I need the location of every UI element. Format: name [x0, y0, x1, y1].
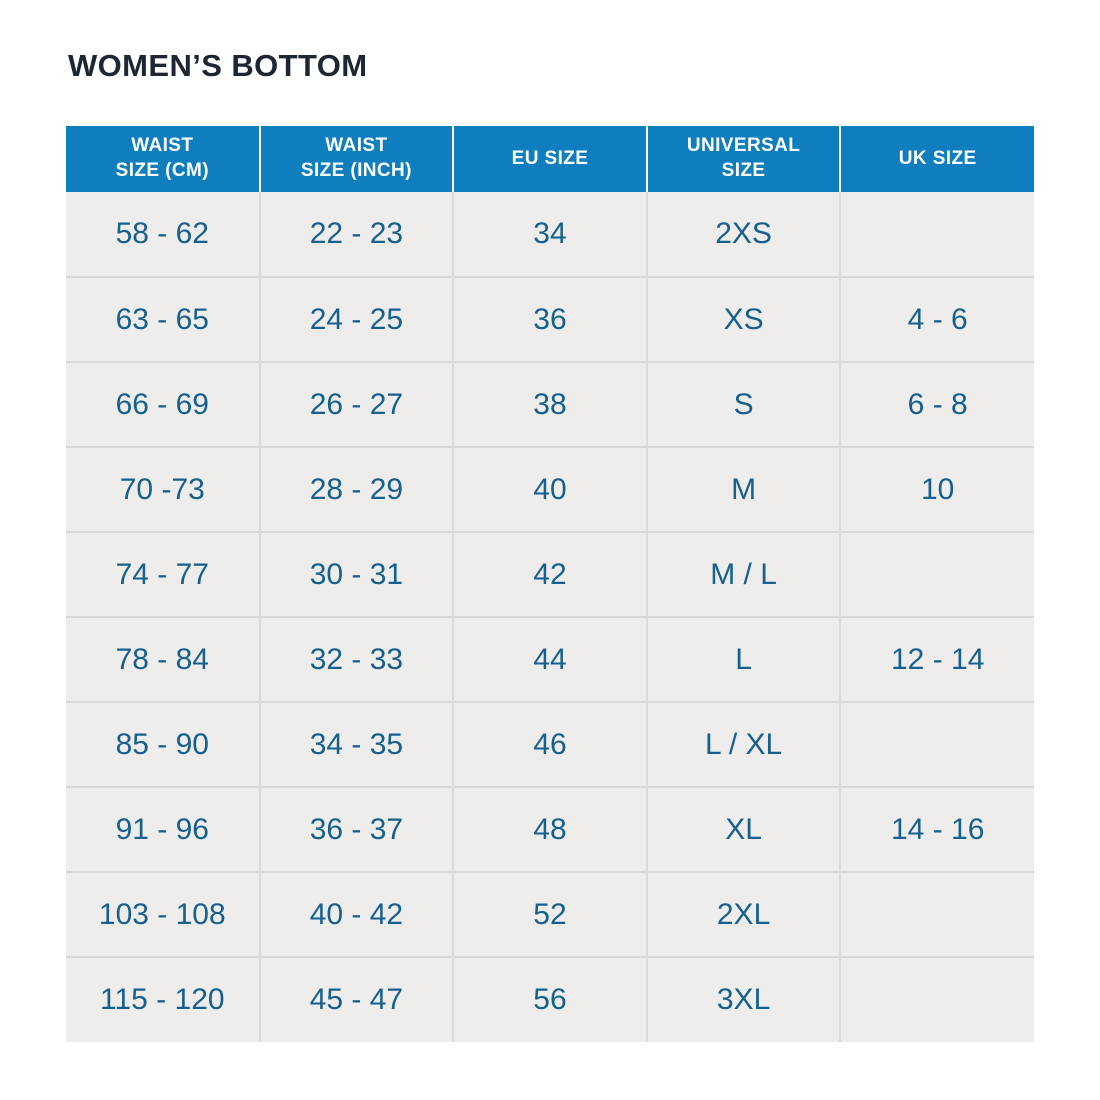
col-header-uk-size: UK SIZE: [839, 126, 1034, 192]
table-cell: 2XL: [645, 871, 841, 957]
table-cell: 12 - 14: [839, 616, 1034, 702]
table-cell: 34 - 35: [258, 701, 454, 787]
table-cell: 70 -73: [66, 446, 260, 532]
page-title: WOMEN’S BOTTOM: [68, 48, 368, 83]
table-row: 70 -73 28 - 29 40 M 10: [66, 446, 1034, 532]
table-cell: 10: [839, 446, 1034, 532]
table-row: 91 - 96 36 - 37 48 XL 14 - 16: [66, 786, 1034, 872]
table-cell: 45 - 47: [258, 956, 454, 1042]
table-cell: 42: [452, 531, 647, 617]
table-cell: 40: [452, 446, 647, 532]
size-table-head: WAIST SIZE (CM) WAIST SIZE (INCH) EU SIZ…: [66, 126, 1034, 192]
table-cell: 74 - 77: [66, 531, 260, 617]
table-cell: 40 - 42: [258, 871, 454, 957]
table-cell: 22 - 23: [258, 192, 454, 277]
table-row: 58 - 62 22 - 23 34 2XS: [66, 192, 1034, 277]
table-row: 85 - 90 34 - 35 46 L / XL: [66, 701, 1034, 787]
table-cell: 32 - 33: [258, 616, 454, 702]
table-row: 74 - 77 30 - 31 42 M / L: [66, 531, 1034, 617]
table-cell: 24 - 25: [258, 276, 454, 362]
table-cell: 3XL: [645, 956, 841, 1042]
table-row: 66 - 69 26 - 27 38 S 6 - 8: [66, 361, 1034, 447]
table-cell: XS: [645, 276, 841, 362]
table-cell: 14 - 16: [839, 786, 1034, 872]
table-cell: 28 - 29: [258, 446, 454, 532]
col-header-waist-inch: WAIST SIZE (INCH): [258, 126, 454, 192]
table-cell: 30 - 31: [258, 531, 454, 617]
col-header-universal-size: UNIVERSAL SIZE: [645, 126, 841, 192]
table-cell: 103 - 108: [66, 871, 260, 957]
table-cell: [839, 192, 1034, 277]
table-cell: [839, 871, 1034, 957]
table-cell: [839, 531, 1034, 617]
table-cell: [839, 956, 1034, 1042]
col-header-eu-size: EU SIZE: [452, 126, 647, 192]
table-row: 63 - 65 24 - 25 36 XS 4 - 6: [66, 276, 1034, 362]
table-row: 78 - 84 32 - 33 44 L 12 - 14: [66, 616, 1034, 702]
table-cell: 58 - 62: [66, 192, 260, 277]
table-cell: 115 - 120: [66, 956, 260, 1042]
table-cell: 36: [452, 276, 647, 362]
table-cell: M / L: [645, 531, 841, 617]
table-row: 115 - 120 45 - 47 56 3XL: [66, 956, 1034, 1042]
table-cell: 26 - 27: [258, 361, 454, 447]
table-cell: 34: [452, 192, 647, 277]
table-cell: 56: [452, 956, 647, 1042]
table-cell: 66 - 69: [66, 361, 260, 447]
table-cell: [839, 701, 1034, 787]
table-cell: 48: [452, 786, 647, 872]
table-cell: 36 - 37: [258, 786, 454, 872]
table-cell: 85 - 90: [66, 701, 260, 787]
size-table-body: 58 - 62 22 - 23 34 2XS 63 - 65 24 - 25 36 XS 4 -…: [66, 192, 1034, 1042]
table-cell: XL: [645, 786, 841, 872]
table-cell: 6 - 8: [839, 361, 1034, 447]
table-cell: 78 - 84: [66, 616, 260, 702]
table-cell: 46: [452, 701, 647, 787]
table-cell: 4 - 6: [839, 276, 1034, 362]
table-cell: 38: [452, 361, 647, 447]
col-header-waist-cm: WAIST SIZE (CM): [66, 126, 260, 192]
size-table: WAIST SIZE (CM) WAIST SIZE (INCH) EU SIZ…: [66, 126, 1034, 1042]
table-cell: L / XL: [645, 701, 841, 787]
table-cell: 52: [452, 871, 647, 957]
table-cell: L: [645, 616, 841, 702]
table-cell: 2XS: [645, 192, 841, 277]
table-cell: 63 - 65: [66, 276, 260, 362]
table-cell: S: [645, 361, 841, 447]
table-cell: M: [645, 446, 841, 532]
table-row: 103 - 108 40 - 42 52 2XL: [66, 871, 1034, 957]
header-row: WAIST SIZE (CM) WAIST SIZE (INCH) EU SIZ…: [66, 126, 1034, 192]
table-cell: 91 - 96: [66, 786, 260, 872]
table-cell: 44: [452, 616, 647, 702]
